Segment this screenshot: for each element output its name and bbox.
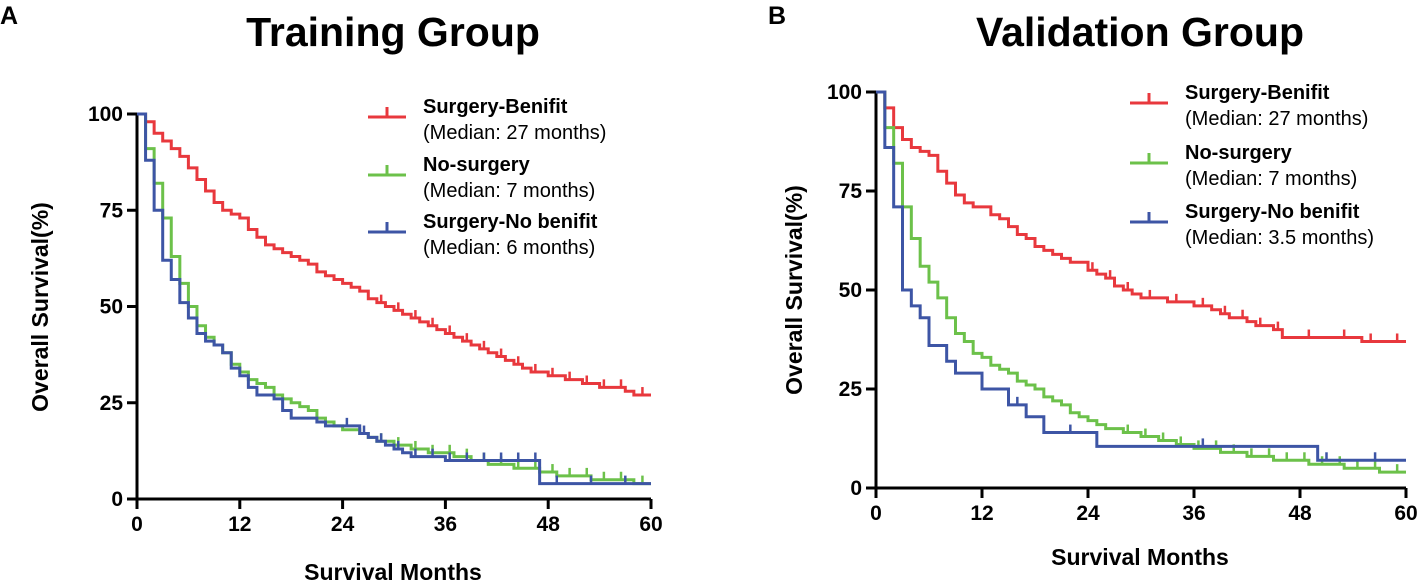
panel-a: A Training Group Survival Months Overall… [0, 2, 663, 584]
x-tick-label: 36 [434, 513, 457, 536]
legend-median: (Median: 3.5 months) [1185, 227, 1374, 249]
y-tick-label: 0 [850, 477, 862, 500]
x-tick-label: 24 [331, 513, 355, 536]
x-tick-label: 60 [639, 513, 662, 536]
y-tick-label: 100 [827, 81, 862, 104]
km-curve-surgery-no-benifit [137, 112, 651, 486]
x-tick-label: 24 [1076, 502, 1100, 525]
panel-a-ylabel: Overall Survival(%) [27, 202, 53, 412]
x-tick-label: 12 [970, 502, 993, 525]
legend-label: No-surgery [1185, 142, 1293, 164]
x-tick-label: 0 [131, 513, 143, 536]
y-tick-label: 50 [839, 279, 862, 302]
x-tick-label: 0 [870, 502, 882, 525]
panel-b-ylabel: Overall Survival(%) [781, 185, 807, 395]
y-tick-label: 75 [100, 199, 124, 222]
legend-median: (Median: 6 months) [423, 237, 595, 259]
y-tick-label: 75 [839, 180, 863, 203]
panel-a-xlabel: Survival Months [304, 559, 482, 584]
panel-b-title: Validation Group [976, 9, 1304, 55]
legend-label: Surgery-Benifit [423, 96, 568, 118]
legend-median: (Median: 27 months) [423, 122, 606, 144]
panel-b: B Validation Group Survival Months Overa… [768, 2, 1417, 570]
y-tick-label: 25 [839, 378, 863, 401]
legend-label: No-surgery [423, 154, 531, 176]
panel-b-plot-area: 0 25 50 75 100 0 12 24 36 48 60 Surgery-Benifit (Med… [827, 81, 1417, 525]
legend-median: (Median: 7 months) [423, 180, 595, 202]
legend-label: Surgery-Benifit [1185, 82, 1330, 104]
panel-a-title: Training Group [246, 9, 540, 55]
y-tick-label: 50 [100, 296, 123, 319]
x-tick-label: 36 [1182, 502, 1205, 525]
y-tick-label: 25 [100, 392, 124, 415]
y-tick-label: 0 [111, 488, 123, 511]
x-tick-label: 12 [228, 513, 251, 536]
km-curve-surgery-benifit [876, 90, 1406, 343]
panel-b-letter: B [768, 2, 786, 30]
legend-median: (Median: 27 months) [1185, 108, 1368, 130]
y-tick-label: 100 [88, 103, 123, 126]
legend-label: Surgery-No benifit [423, 211, 598, 233]
x-tick-label: 60 [1394, 502, 1417, 525]
panel-b-xlabel: Survival Months [1051, 544, 1229, 570]
x-tick-label: 48 [537, 513, 561, 536]
km-curve-surgery-no-benifit [876, 90, 1406, 462]
legend-median: (Median: 7 months) [1185, 168, 1357, 190]
km-curve-no-surgery [137, 112, 651, 486]
panel-a-plot-area: 0 25 50 75 100 0 12 24 36 48 60 Surgery-Benifit (Med… [88, 96, 663, 536]
km-curve-no-surgery [876, 90, 1406, 474]
x-tick-label: 48 [1288, 502, 1312, 525]
panel-a-letter: A [0, 2, 18, 30]
legend-label: Surgery-No benifit [1185, 201, 1360, 223]
